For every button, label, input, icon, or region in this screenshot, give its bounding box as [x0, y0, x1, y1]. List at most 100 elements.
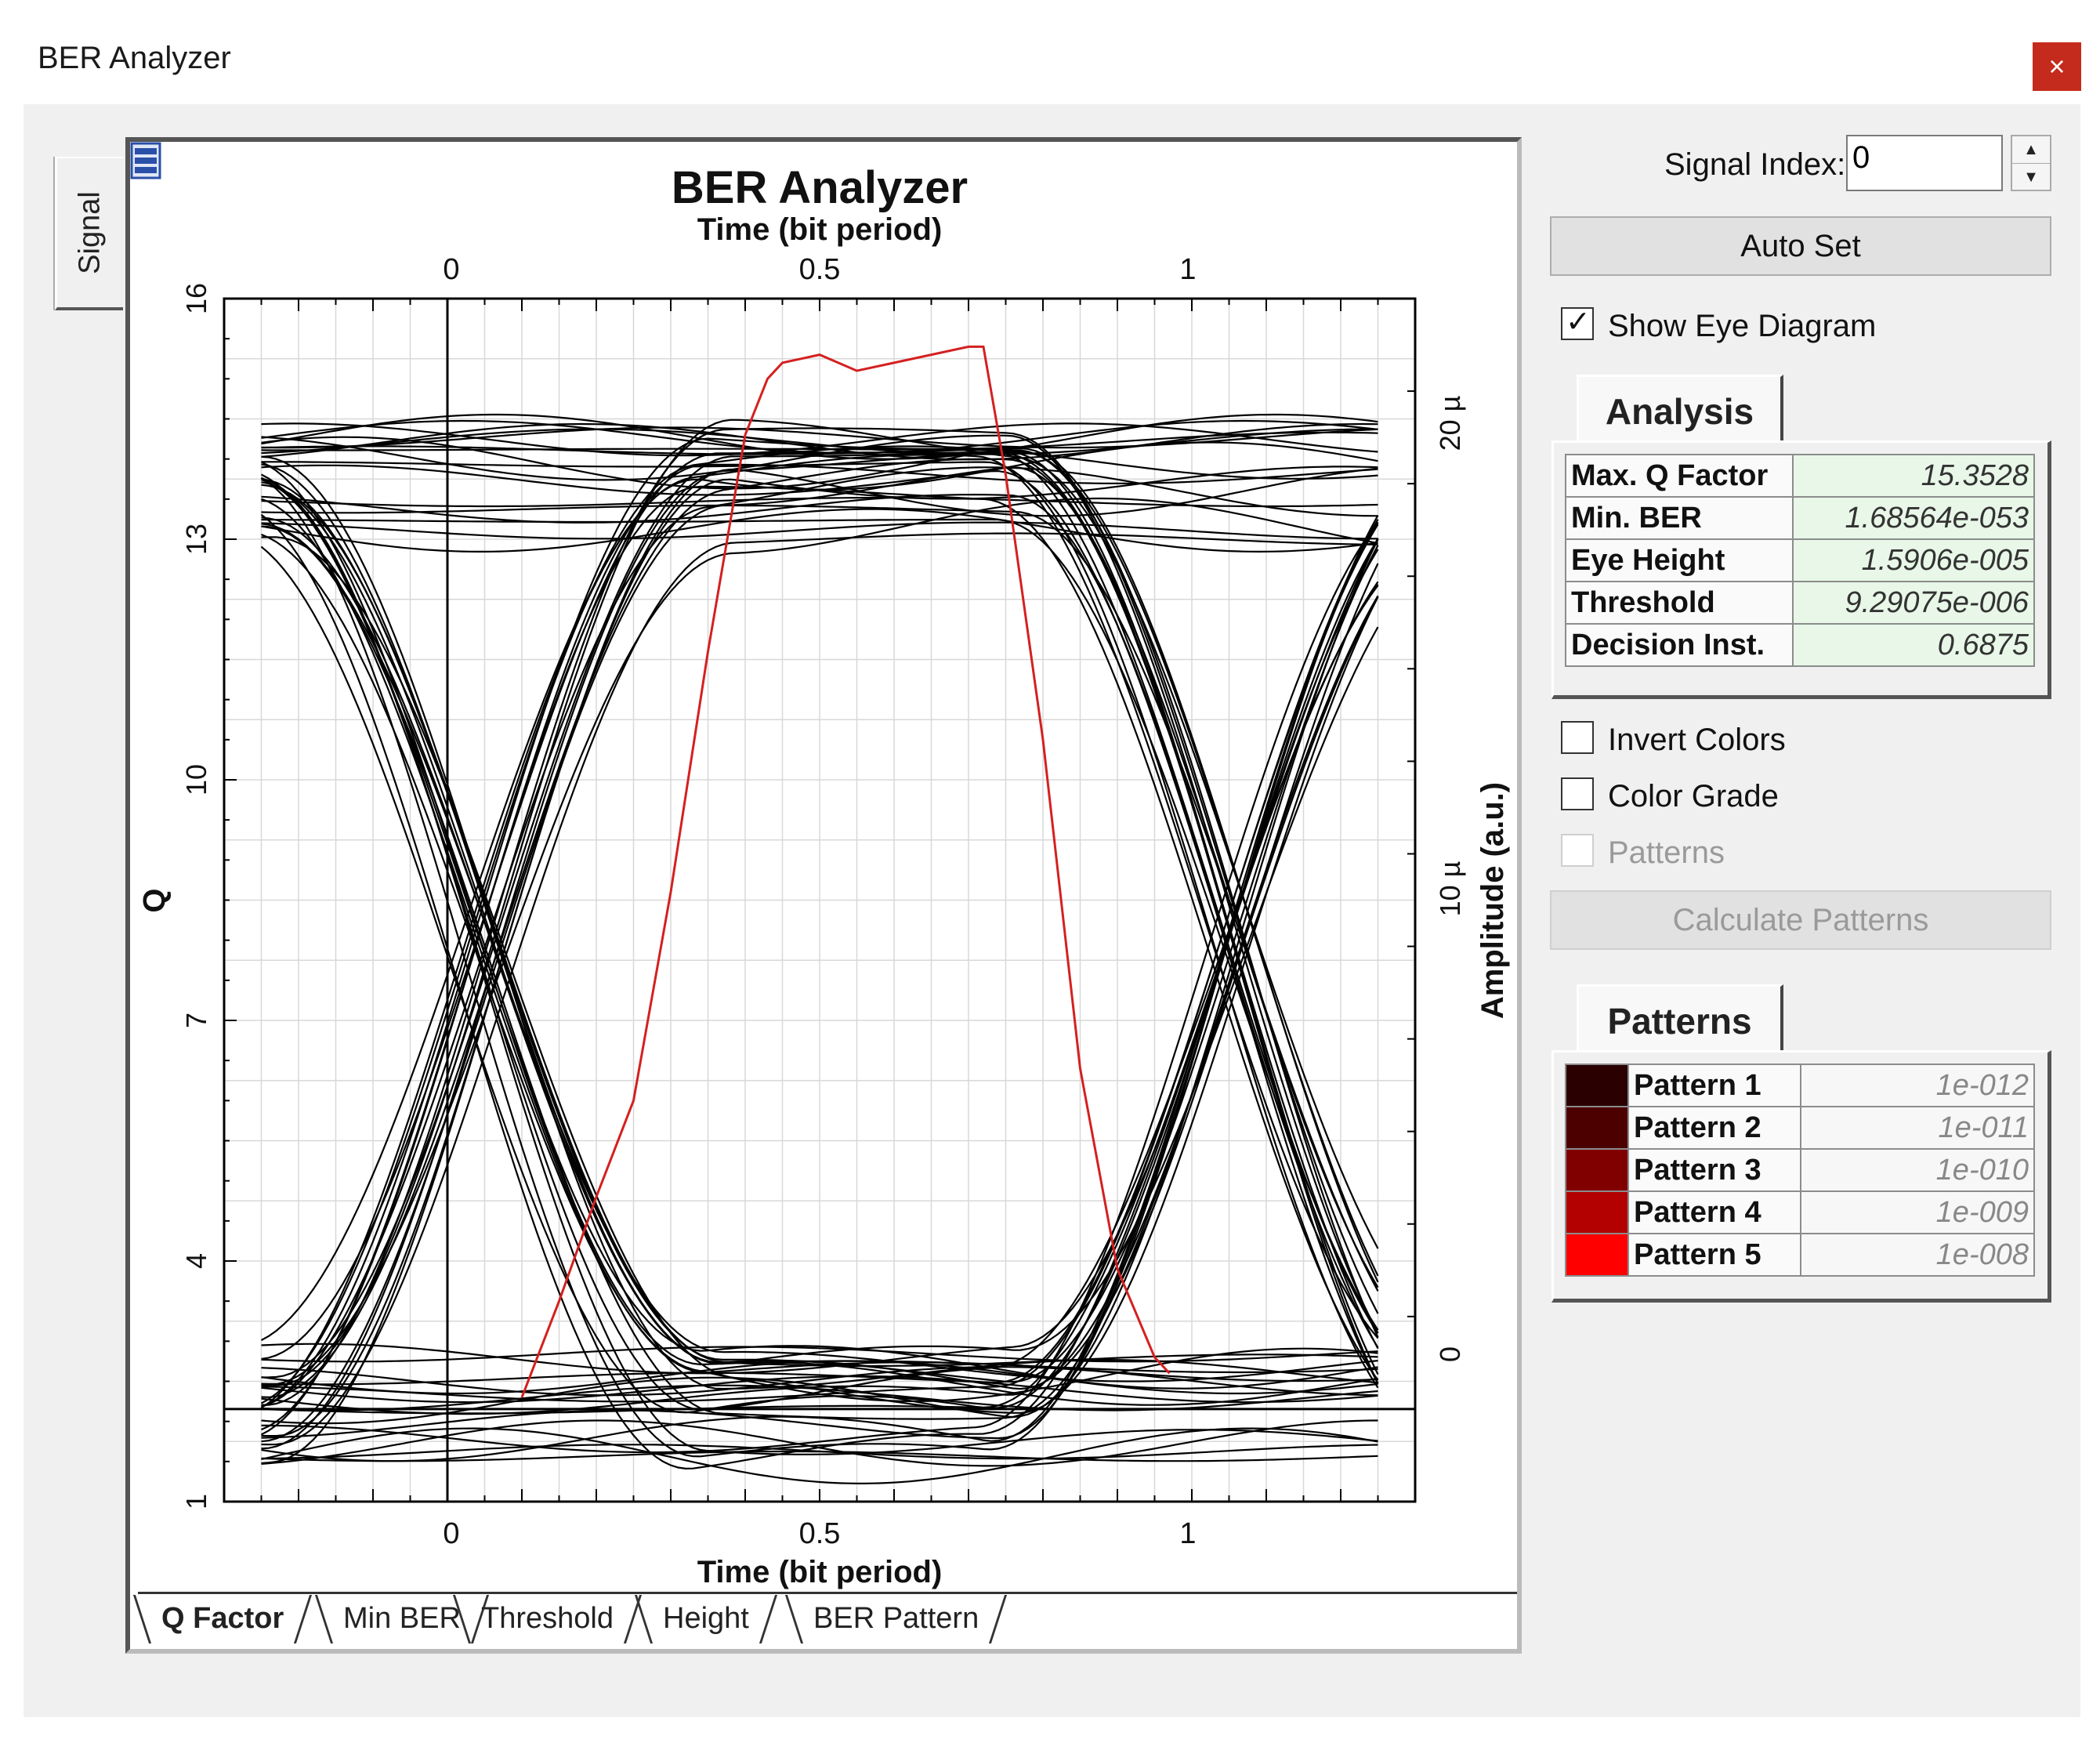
- eye-trace: [260, 454, 1379, 1342]
- eye-trace: [261, 508, 1378, 553]
- analysis-row: Min. BER 1.68564e-053: [1565, 496, 2035, 540]
- eye-trace: [260, 513, 1379, 1470]
- tab-analysis[interactable]: Analysis: [1577, 375, 1783, 444]
- eye-trace: [261, 1427, 1378, 1484]
- pattern-name: Pattern 2: [1628, 1106, 1801, 1150]
- q-tick-4: 4: [180, 1253, 212, 1269]
- q-tick-16: 16: [180, 283, 212, 314]
- pattern-name: Pattern 4: [1628, 1190, 1801, 1234]
- eye-trace: [261, 532, 1378, 1446]
- eye-trace: [261, 533, 1378, 1402]
- calculate-patterns-button[interactable]: Calculate Patterns: [1550, 890, 2051, 950]
- tab-threshold[interactable]: Threshold: [458, 1595, 637, 1642]
- x-tick-top-1: 0.5: [799, 253, 841, 286]
- patterns-label: Patterns: [1608, 835, 1725, 870]
- show-eye-diagram-checkbox[interactable]: ✓: [1561, 306, 1594, 340]
- q-factor-series-line: [520, 345, 1171, 1398]
- tab-min-ber[interactable]: Min BER: [320, 1595, 484, 1642]
- analysis-key: Max. Q Factor: [1565, 454, 1794, 498]
- eye-trace: [260, 473, 1378, 1390]
- eye-trace: [261, 524, 1379, 1386]
- x-tick-bottom-1: 0.5: [799, 1517, 841, 1550]
- eye-trace: [260, 445, 1378, 1404]
- eye-trace: [261, 523, 1378, 1382]
- pattern-row: Pattern 5 1e-008: [1565, 1233, 2035, 1277]
- pattern-value: 1e-010: [1800, 1148, 2035, 1192]
- eye-trace: [261, 1384, 1378, 1411]
- database-icon[interactable]: [130, 142, 161, 179]
- eye-trace: [261, 521, 1379, 1462]
- show-eye-diagram-label: Show Eye Diagram: [1608, 309, 1877, 343]
- close-button[interactable]: ×: [2033, 42, 2081, 91]
- tab-patterns[interactable]: Patterns: [1577, 984, 1783, 1053]
- pattern-value: 1e-012: [1800, 1064, 2035, 1107]
- eye-trace: [261, 596, 1379, 1415]
- eye-trace: [261, 422, 1378, 457]
- analysis-row: Threshold 9.29075e-006: [1565, 581, 2035, 625]
- analysis-key: Min. BER: [1565, 496, 1794, 540]
- analysis-key: Decision Inst.: [1565, 623, 1794, 667]
- q-tick-1: 1: [180, 1494, 212, 1509]
- q-tick-7: 7: [180, 1013, 212, 1028]
- signal-index-label: Signal Index:: [1664, 147, 1846, 182]
- pattern-row: Pattern 4 1e-009: [1565, 1190, 2035, 1234]
- tab-signal[interactable]: Signal: [55, 157, 123, 310]
- tab-ber-pattern[interactable]: BER Pattern: [790, 1595, 1002, 1642]
- tab-height[interactable]: Height: [639, 1595, 773, 1642]
- pattern-color-swatch: [1565, 1106, 1629, 1150]
- signal-index-input[interactable]: 0: [1846, 135, 2003, 191]
- eye-trace: [261, 458, 1379, 1398]
- tab-q-factor[interactable]: Q Factor: [138, 1595, 308, 1642]
- top-axis-label: Time (bit period): [697, 212, 943, 247]
- eye-trace: [261, 484, 1379, 1390]
- color-grade-checkbox[interactable]: [1561, 777, 1594, 810]
- pattern-name: Pattern 3: [1628, 1148, 1801, 1192]
- amp-tick-0: 0: [1434, 1346, 1466, 1362]
- invert-colors-checkbox[interactable]: [1561, 721, 1594, 754]
- pattern-value: 1e-011: [1800, 1106, 2035, 1150]
- q-tick-13: 13: [180, 524, 212, 555]
- checkmark-icon: ✓: [1566, 306, 1591, 339]
- analysis-value: 1.5906e-005: [1792, 538, 2035, 582]
- eye-trace: [261, 1365, 1378, 1397]
- patterns-grid: Pattern 1 1e-012 Pattern 2 1e-011 Pattern …: [1551, 1050, 2051, 1303]
- spinner-down-icon[interactable]: ▼: [2012, 163, 2050, 190]
- pattern-color-swatch: [1565, 1190, 1629, 1234]
- eye-diagram-chart[interactable]: BER Analyzer Time (bit period) Time (bit…: [130, 142, 1517, 1592]
- pattern-color-swatch: [1565, 1233, 1629, 1277]
- close-icon: ×: [2048, 50, 2066, 82]
- amp-tick-10u: 10 µ: [1434, 861, 1466, 917]
- plot-panel: BER Analyzer Time (bit period) Time (bit…: [125, 137, 1522, 1654]
- q-tick-10: 10: [180, 764, 212, 795]
- x-tick-top-0: 0: [443, 253, 459, 286]
- eye-trace: [261, 481, 1378, 1406]
- x-tick-top-2: 1: [1179, 253, 1196, 286]
- eye-trace: [261, 1346, 1378, 1363]
- analysis-row: Max. Q Factor 15.3528: [1565, 454, 2035, 498]
- eye-trace: [261, 497, 1378, 508]
- pattern-name: Pattern 1: [1628, 1064, 1801, 1107]
- pattern-value: 1e-008: [1800, 1233, 2035, 1277]
- signal-index-spinner[interactable]: ▲ ▼: [2011, 135, 2051, 191]
- analysis-value: 1.68564e-053: [1792, 496, 2035, 540]
- pattern-value: 1e-009: [1800, 1190, 2035, 1234]
- eye-trace: [261, 504, 1379, 1292]
- auto-set-button[interactable]: Auto Set: [1550, 216, 2051, 276]
- color-grade-label: Color Grade: [1608, 779, 1779, 814]
- eye-trace: [261, 431, 1378, 1408]
- eye-trace: [261, 1444, 1378, 1460]
- eye-trace: [261, 448, 1379, 1338]
- invert-colors-label: Invert Colors: [1608, 723, 1786, 757]
- eye-trace: [261, 518, 1379, 1331]
- patterns-checkbox[interactable]: [1561, 834, 1594, 867]
- tab-signal-label: Signal: [73, 191, 107, 274]
- spinner-up-icon[interactable]: ▲: [2023, 141, 2039, 158]
- eye-trace: [261, 463, 1378, 1431]
- analysis-key: Threshold: [1565, 581, 1794, 625]
- eye-trace: [261, 521, 1378, 540]
- eye-trace: [261, 477, 1378, 1455]
- analysis-value: 15.3528: [1792, 454, 2035, 498]
- analysis-key: Eye Height: [1565, 538, 1794, 582]
- amp-tick-20u: 20 µ: [1434, 396, 1466, 451]
- eye-trace: [261, 466, 1378, 1465]
